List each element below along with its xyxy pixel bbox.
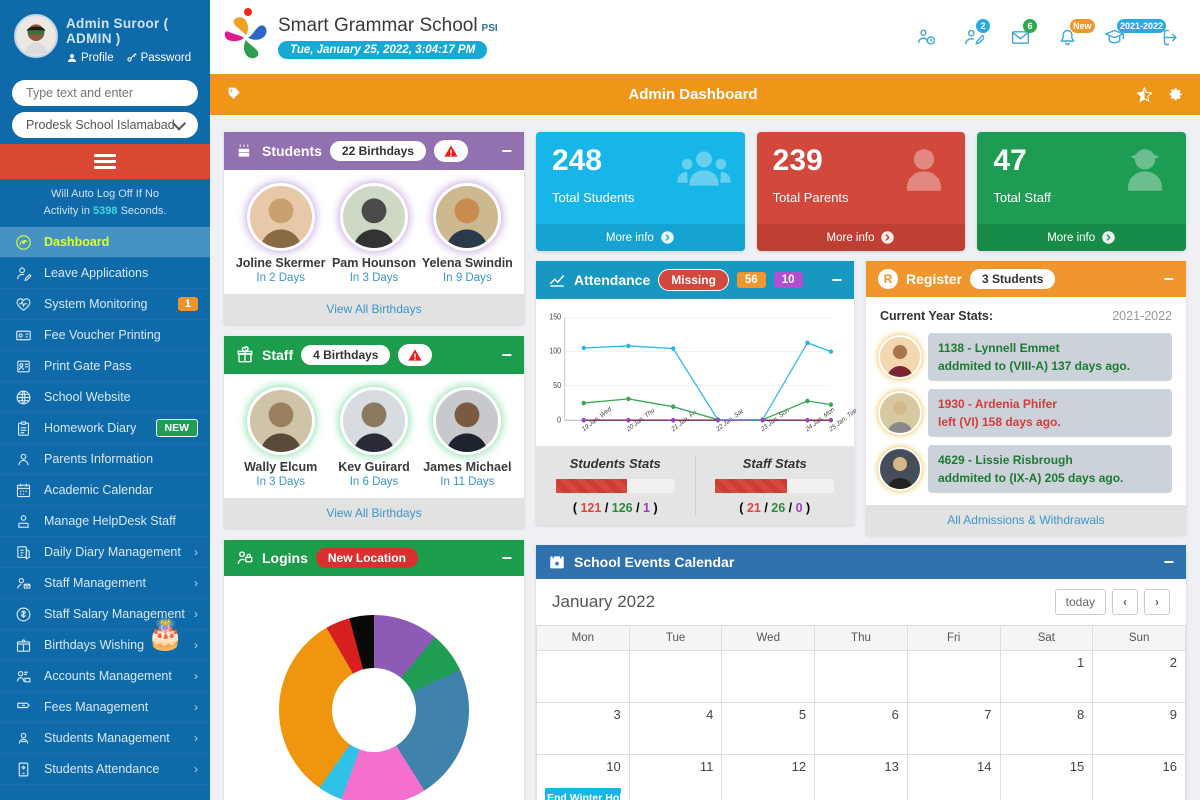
svg-text:0: 0	[557, 415, 561, 424]
svg-text:100: 100	[549, 346, 561, 355]
svg-text:19 Jan, Wed: 19 Jan, Wed	[581, 405, 613, 433]
svg-text:50: 50	[553, 381, 561, 390]
svg-text:150: 150	[549, 312, 561, 321]
